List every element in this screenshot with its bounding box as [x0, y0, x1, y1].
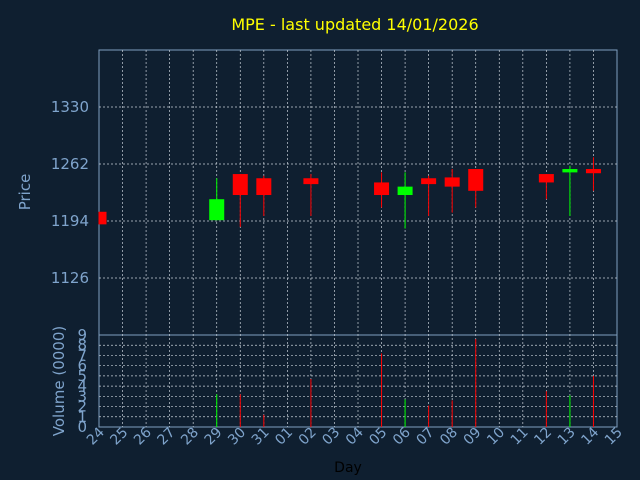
volume-panel-frame — [98, 334, 618, 428]
candle-body — [538, 174, 554, 183]
x-tick-label: 03 — [319, 425, 343, 449]
candle-body — [444, 177, 460, 187]
volume-tick-label: 3 — [77, 387, 87, 405]
x-tick-label: 11 — [508, 425, 532, 449]
x-tick-label: 05 — [366, 425, 390, 449]
y-axis-label-price: Price — [16, 174, 34, 211]
candle-body — [232, 174, 248, 196]
volume-tick-label: 2 — [77, 398, 87, 416]
x-tick-label: 28 — [178, 425, 202, 449]
candle-body — [99, 211, 107, 225]
volume-tick-label: 9 — [77, 326, 87, 344]
x-axis-label: Day — [334, 460, 362, 476]
x-tick-label: 26 — [131, 424, 155, 448]
candle-body — [397, 186, 413, 196]
candle-body — [256, 178, 272, 196]
x-tick-label: 15 — [602, 425, 626, 449]
x-tick-label: 14 — [578, 424, 602, 448]
candle-body — [585, 169, 601, 174]
grid-lines — [99, 50, 617, 427]
x-tick-label: 12 — [531, 425, 555, 449]
x-tick-label: 29 — [202, 425, 226, 449]
volume-tick-label: 0 — [77, 418, 87, 436]
price-tick-label: 1194 — [51, 212, 89, 230]
x-tick-label: 09 — [461, 425, 485, 449]
price-tick-label: 1262 — [51, 155, 89, 173]
price-tick-label: 1126 — [51, 269, 89, 287]
x-tick-label: 31 — [249, 425, 273, 449]
x-tick-label: 24 — [84, 424, 108, 448]
x-tick-label: 10 — [484, 425, 508, 449]
x-tick-label: 02 — [296, 425, 320, 449]
volume-tick-label: 1 — [77, 408, 87, 426]
candle-body — [421, 178, 437, 185]
chart-title: MPE - last updated 14/01/2026 — [231, 15, 478, 34]
price-tick-label: 1330 — [51, 98, 89, 116]
volume-tick-label: 4 — [77, 377, 87, 395]
candle-body — [468, 169, 484, 191]
chart-marks — [98, 157, 601, 427]
price-panel-frame — [98, 49, 618, 336]
volume-tick-label: 8 — [77, 336, 87, 354]
x-tick-label: 01 — [272, 425, 296, 449]
volume-tick-label: 5 — [77, 367, 87, 385]
candle-body — [562, 169, 578, 173]
x-tick-label: 30 — [225, 425, 249, 449]
y-axis-label-volume: Volume (0000) — [50, 326, 68, 436]
x-tick-label: 27 — [155, 425, 179, 449]
x-tick-label: 04 — [343, 424, 367, 448]
x-tick-label: 07 — [414, 425, 438, 449]
x-tick-label: 06 — [390, 424, 414, 448]
candle-body — [209, 199, 225, 221]
candle-body — [374, 182, 390, 196]
volume-tick-label: 7 — [77, 346, 87, 364]
x-tick-label: 08 — [437, 425, 461, 449]
candle-body — [303, 178, 319, 185]
x-tick-label: 25 — [107, 425, 131, 449]
volume-tick-label: 6 — [77, 357, 87, 375]
x-tick-label: 13 — [555, 425, 579, 449]
